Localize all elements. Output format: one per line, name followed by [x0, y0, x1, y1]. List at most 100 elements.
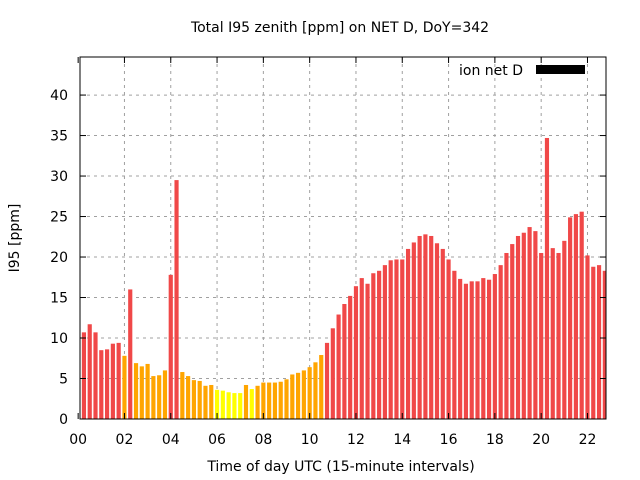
- bar: [214, 389, 220, 419]
- bar: [278, 381, 283, 419]
- bar: [307, 367, 312, 419]
- x-tick-label: 16: [440, 432, 458, 448]
- y-tick-label: 40: [50, 88, 68, 104]
- bar: [191, 380, 196, 419]
- bar: [544, 137, 550, 419]
- bar: [515, 235, 521, 419]
- bar: [168, 274, 173, 419]
- bar: [209, 384, 214, 419]
- bar: [498, 265, 503, 419]
- bar: [336, 314, 341, 419]
- bar: [492, 274, 497, 419]
- y-tick-label: 20: [50, 250, 68, 266]
- bar: [186, 376, 191, 419]
- bar: [533, 231, 538, 419]
- bar: [313, 362, 318, 419]
- bar: [579, 211, 584, 419]
- bar: [319, 355, 324, 419]
- bar: [203, 385, 208, 419]
- bar: [232, 393, 237, 419]
- y-tick-label: 5: [59, 372, 68, 388]
- bar: [145, 363, 150, 419]
- y-tick-label: 35: [50, 129, 68, 145]
- axes: 0 5 10 15 20 25 30 35 40 00 02 04 06 08 10 12 14 16 18 20 22: [50, 56, 607, 448]
- bar: [290, 374, 295, 419]
- bar: [458, 278, 463, 419]
- bar: [562, 240, 567, 419]
- bar: [110, 343, 115, 419]
- y-tick-label: 15: [50, 291, 68, 307]
- bar: [411, 242, 416, 419]
- bar: [324, 342, 330, 419]
- bar: [382, 265, 387, 419]
- bar: [521, 232, 526, 419]
- bar: [602, 270, 606, 419]
- x-tick-label: 02: [116, 432, 134, 448]
- bar: [394, 259, 399, 419]
- plot-frame: [79, 56, 607, 420]
- legend-label: ion net D: [459, 63, 523, 79]
- bar: [591, 266, 596, 419]
- bar: [539, 252, 544, 419]
- bar: [151, 376, 156, 419]
- bar: [371, 273, 376, 419]
- bar: [243, 384, 249, 419]
- bar: [504, 252, 509, 419]
- bar: [93, 332, 98, 419]
- bar: [301, 370, 306, 419]
- x-tick-label: 10: [301, 432, 319, 448]
- x-tick-label: 04: [162, 432, 180, 448]
- bar: [87, 324, 92, 419]
- bar: [377, 270, 382, 419]
- bar: [469, 281, 474, 419]
- bar: [267, 382, 272, 419]
- bar: [568, 217, 573, 419]
- bar: [330, 328, 335, 419]
- bar: [174, 180, 179, 419]
- bar: [585, 255, 590, 419]
- bar: [556, 252, 561, 419]
- bar: [157, 375, 162, 419]
- y-tick-label: 25: [50, 210, 68, 226]
- y-tick-label: 0: [59, 412, 68, 428]
- bars: [80, 137, 606, 419]
- bar: [81, 332, 87, 419]
- legend: ion net D: [459, 63, 585, 79]
- bar: [440, 248, 445, 419]
- bar: [296, 372, 301, 419]
- y-tick-label: 30: [50, 169, 68, 185]
- bar: [405, 248, 411, 419]
- x-axis-label: Time of day UTC (15-minute intervals): [206, 459, 474, 475]
- y-tick-label: 10: [50, 331, 68, 347]
- bar: [481, 278, 486, 419]
- bar: [139, 366, 144, 419]
- bar: [272, 382, 278, 419]
- bar: [452, 270, 457, 419]
- bar: [133, 363, 139, 419]
- y-axis-label: I95 [ppm]: [7, 204, 23, 273]
- bar: [475, 281, 480, 419]
- bar: [116, 342, 121, 419]
- bar: [220, 390, 225, 419]
- bar: [434, 243, 440, 419]
- bar: [417, 235, 422, 419]
- bar: [510, 244, 515, 419]
- bar: [99, 350, 104, 419]
- x-tick-label: 00: [69, 432, 87, 448]
- bar: [238, 393, 243, 419]
- x-tick-label: 06: [208, 432, 226, 448]
- bar: [463, 283, 469, 419]
- bar: [400, 259, 405, 419]
- bar: [348, 295, 353, 419]
- bar: [353, 286, 359, 419]
- bar: [388, 260, 393, 419]
- x-tick-label: 08: [254, 432, 272, 448]
- bar: [255, 385, 260, 419]
- x-tick-label: 18: [486, 432, 504, 448]
- legend-swatch: [536, 65, 585, 74]
- bar: [527, 227, 532, 419]
- bar: [122, 355, 127, 419]
- bar: [249, 389, 254, 419]
- bar: [197, 380, 202, 419]
